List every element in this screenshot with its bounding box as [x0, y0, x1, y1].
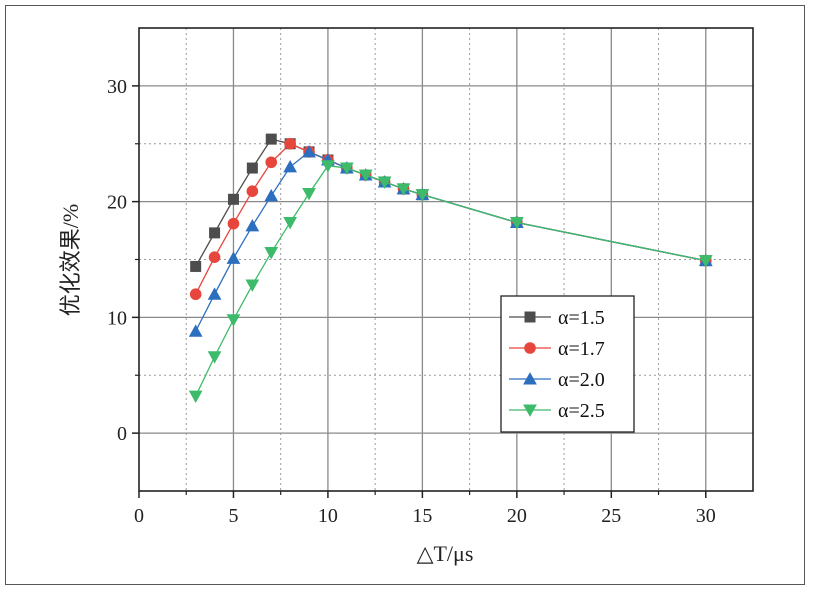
data-point [226, 251, 241, 264]
data-point [189, 288, 202, 301]
legend-entry: α=1.7 [509, 338, 605, 360]
data-point [209, 227, 221, 239]
data-point [358, 169, 373, 182]
data-point [245, 219, 260, 232]
data-point [339, 162, 354, 175]
legend-entry: α=2.5 [509, 400, 605, 422]
data-point [227, 217, 240, 230]
data-point [207, 287, 222, 300]
x-tick-label: 20 [507, 505, 527, 527]
data-point [188, 324, 203, 337]
data-point [509, 216, 524, 230]
data-point [188, 390, 203, 403]
x-axis-title: △T/μs [417, 541, 474, 566]
y-tick-label: 20 [107, 192, 127, 214]
data-point [245, 279, 260, 292]
series-4 [188, 160, 713, 403]
data-point [264, 247, 279, 260]
data-point [264, 188, 279, 202]
data-point [284, 137, 296, 150]
legend-marker [523, 372, 537, 385]
data-point [190, 260, 202, 272]
legend-box [500, 295, 635, 433]
series-layer [188, 133, 713, 403]
data-point [283, 160, 298, 173]
axes-layer: 0 5 10 15 20 25 30 0 10 20 30 [107, 27, 754, 527]
data-point [227, 193, 239, 205]
data-point [265, 156, 278, 169]
data-point [302, 188, 316, 201]
legend-layer: α=1.5 α=1.7 α=2.0 α=2.5 [500, 295, 635, 433]
legend-label: α=2.0 [558, 369, 605, 391]
x-tick-label: 25 [601, 505, 621, 527]
y-tick-label: 30 [107, 76, 127, 98]
data-point [226, 314, 241, 327]
data-point [283, 216, 298, 230]
data-point [396, 183, 411, 196]
x-tick-label: 5 [228, 505, 238, 527]
data-point [265, 133, 277, 145]
data-point [377, 176, 392, 189]
x-tick-label: 15 [412, 505, 432, 527]
grid-layer [139, 28, 753, 491]
legend-label: α=1.5 [558, 307, 605, 329]
x-tick-label: 10 [318, 505, 338, 527]
data-point [415, 189, 430, 202]
data-point [302, 144, 316, 158]
legend-entry: α=1.5 [509, 307, 605, 329]
legend-label: α=2.5 [558, 400, 605, 422]
data-point [207, 351, 222, 364]
y-tick-label: 10 [107, 307, 127, 329]
y-tick-label: 0 [117, 423, 127, 445]
data-point [698, 255, 713, 268]
y-axis-title: 优化效果/% [58, 204, 83, 316]
legend-marker [523, 404, 537, 417]
data-point [246, 185, 259, 198]
legend-marker [524, 342, 536, 354]
x-tick-label: 0 [134, 505, 144, 527]
legend-label: α=1.7 [558, 338, 605, 360]
x-tick-label: 30 [696, 505, 716, 527]
data-point [208, 251, 221, 263]
data-point [246, 162, 258, 174]
data-point [321, 160, 335, 173]
legend-marker [524, 311, 536, 323]
legend-entry: α=2.0 [509, 369, 605, 391]
